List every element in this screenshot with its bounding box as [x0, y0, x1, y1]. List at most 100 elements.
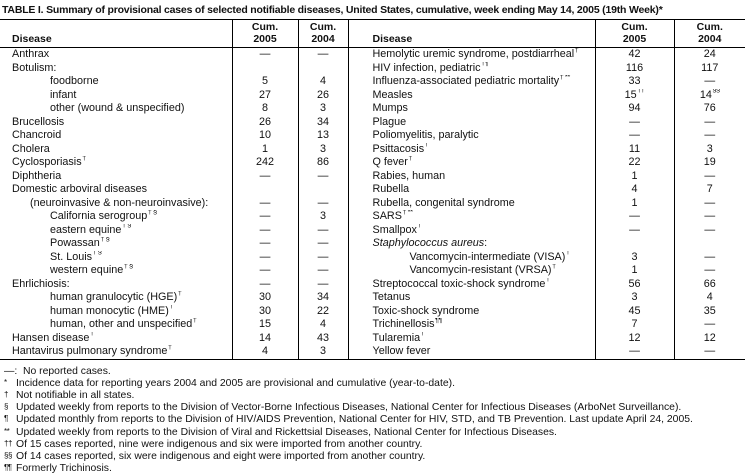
- table-row: Botulism: HIV infection, pediatric†¶ 116 11…: [0, 61, 745, 75]
- value-cell: —: [704, 223, 716, 236]
- table-title: TABLE I. Summary of provisional cases of…: [2, 4, 663, 16]
- disease-cell: Yellow fever: [348, 345, 596, 359]
- disease-cell: human granulocytic (HGE)†: [0, 291, 233, 305]
- column-header-cum-2004-left: Cum. 2004: [298, 19, 349, 48]
- table-header: Disease Cum. 2005 Cum. 2004 Disease Cum. 20…: [0, 19, 745, 48]
- footnote-line: * Incidence data for reporting years 2004…: [2, 378, 745, 390]
- value-cell: 26: [232, 115, 299, 129]
- value-cell: 30: [232, 291, 299, 305]
- value-cell: 34: [298, 291, 349, 305]
- table-row: eastern equine† § — — Smallpox† — —: [0, 223, 745, 237]
- column-header-cum-2005-left: Cum. 2005: [232, 19, 299, 48]
- disease-cell: Smallpox†: [348, 223, 596, 237]
- disease-cell: Powassan† §: [0, 237, 233, 251]
- value-cell: —: [595, 129, 675, 143]
- value-cell: —: [232, 196, 299, 210]
- value-cell: —: [298, 196, 349, 210]
- disease-cell: eastern equine† §: [0, 223, 233, 237]
- value-cell: —: [298, 47, 349, 62]
- footnote-marker: §: [4, 402, 8, 412]
- disease-cell: Rabies, human: [348, 169, 596, 183]
- table-row: (neuroinvasive & non-neuroinvasive): — — Ru…: [0, 196, 745, 210]
- disease-cell: Trichinellosis¶¶: [348, 318, 596, 332]
- value-cell: —: [298, 169, 349, 183]
- disease-cell: Hemolytic uremic syndrome, postdiarrheal…: [348, 47, 596, 62]
- value-cell: —: [595, 210, 675, 224]
- value-cell: 1: [595, 264, 675, 278]
- value-cell: 43: [298, 331, 349, 345]
- disease-cell: Q fever†: [348, 156, 596, 170]
- disease-cell: Domestic arboviral diseases: [0, 183, 233, 197]
- value-cell: [232, 61, 299, 75]
- column-header-cum-2005-right: Cum. 2005: [595, 19, 675, 48]
- value-cell: 7: [706, 183, 713, 195]
- table-row: Anthrax — — Hemolytic uremic syndrome, post…: [0, 47, 745, 62]
- value-cell: 35: [703, 304, 716, 317]
- value-cell: —: [232, 277, 299, 291]
- value-cell: 3: [298, 345, 349, 359]
- footnote-text: Not notifiable in all states.: [16, 389, 135, 401]
- footnote-marker: ¶¶: [4, 463, 12, 473]
- value-cell: —: [232, 264, 299, 278]
- value-cell: 42: [595, 47, 675, 62]
- value-cell: —: [704, 345, 716, 357]
- footnote-marker: —:: [4, 365, 18, 377]
- value-cell: 27: [232, 88, 299, 102]
- footnote-line: † Not notifiable in all states.: [2, 390, 745, 402]
- footnote-marker: ¶: [4, 414, 8, 424]
- footnote-marker: **: [4, 426, 10, 436]
- disease-cell: Vancomycin-intermediate (VISA)†: [348, 250, 596, 264]
- value-cell: 14: [232, 331, 299, 345]
- disease-cell: Diphtheria: [0, 169, 233, 183]
- table-row: Cyclosporiasis† 242 86 Q fever† 22 19: [0, 156, 745, 170]
- disease-cell: (neuroinvasive & non-neuroinvasive):: [0, 196, 233, 210]
- value-cell: —: [704, 169, 716, 182]
- table-row: human granulocytic (HGE)† 30 34 Tetanus 3 4: [0, 291, 745, 305]
- disease-cell: Botulism:: [0, 61, 233, 75]
- disease-cell: SARS† **: [348, 210, 596, 224]
- value-cell: 1: [232, 142, 299, 156]
- footnote-marker: †: [4, 389, 8, 399]
- table-row: Chancroid 10 13 Poliomyelitis, paralytic — —: [0, 129, 745, 143]
- column-header-disease-left: Disease: [0, 19, 233, 48]
- value-cell: 3: [298, 210, 349, 224]
- disease-cell: Cholera: [0, 142, 233, 156]
- table-row: foodborne 5 4 Influenza-associated pediatri…: [0, 75, 745, 89]
- disease-cell: California serogroup† §: [0, 210, 233, 224]
- table-row: western equine† § — — Vancomycin-resistant …: [0, 264, 745, 278]
- value-cell: 5: [232, 75, 299, 89]
- value-cell: —: [232, 237, 299, 251]
- disease-cell: western equine† §: [0, 264, 233, 278]
- value-cell: —: [232, 169, 299, 183]
- value-cell: 45: [595, 304, 675, 318]
- value-cell: —: [298, 264, 349, 278]
- disease-cell: St. Louis† §: [0, 250, 233, 264]
- footnotes: —: No reported cases. * Incidence data for …: [0, 360, 745, 475]
- footnote-text: Of 15 cases reported, nine were indigeno…: [16, 438, 423, 450]
- value-cell: 13: [298, 129, 349, 143]
- disease-cell: Hansen disease†: [0, 331, 233, 345]
- value-cell: 116: [595, 61, 675, 75]
- footnote-text: Updated weekly from reports to the Divis…: [16, 426, 557, 438]
- table-row: California serogroup† § —3 SARS† ** — —: [0, 210, 745, 224]
- value-cell: —: [704, 210, 716, 222]
- disease-cell: Anthrax: [0, 47, 233, 62]
- table-body: Anthrax — — Hemolytic uremic syndrome, post…: [0, 47, 745, 359]
- value-cell: 4: [298, 318, 349, 332]
- value-cell: —: [704, 318, 716, 330]
- disease-cell: Poliomyelitis, paralytic: [348, 129, 596, 143]
- disease-cell: Rubella, congenital syndrome: [348, 196, 596, 210]
- table-row: human monocytic (HME)† 30 22 Toxic-shock sy…: [0, 304, 745, 318]
- disease-cell: Staphylococcus aureus:: [348, 237, 596, 251]
- disease-cell: Tetanus: [348, 291, 596, 305]
- disease-cell: Psittacosis†: [348, 142, 596, 156]
- value-cell: —: [298, 250, 349, 264]
- value-cell: 117: [701, 61, 719, 74]
- footnote-text: Formerly Trichinosis.: [16, 463, 112, 475]
- value-cell: 14§§: [699, 88, 720, 101]
- footnote-line: §§ Of 14 cases reported, six were indigen…: [2, 451, 745, 463]
- value-cell: —: [232, 210, 299, 224]
- table-row: Domestic arboviral diseases Rubella 4 7: [0, 183, 745, 197]
- value-cell: —: [704, 250, 716, 263]
- footnote-text: Incidence data for reporting years 2004 …: [16, 377, 455, 389]
